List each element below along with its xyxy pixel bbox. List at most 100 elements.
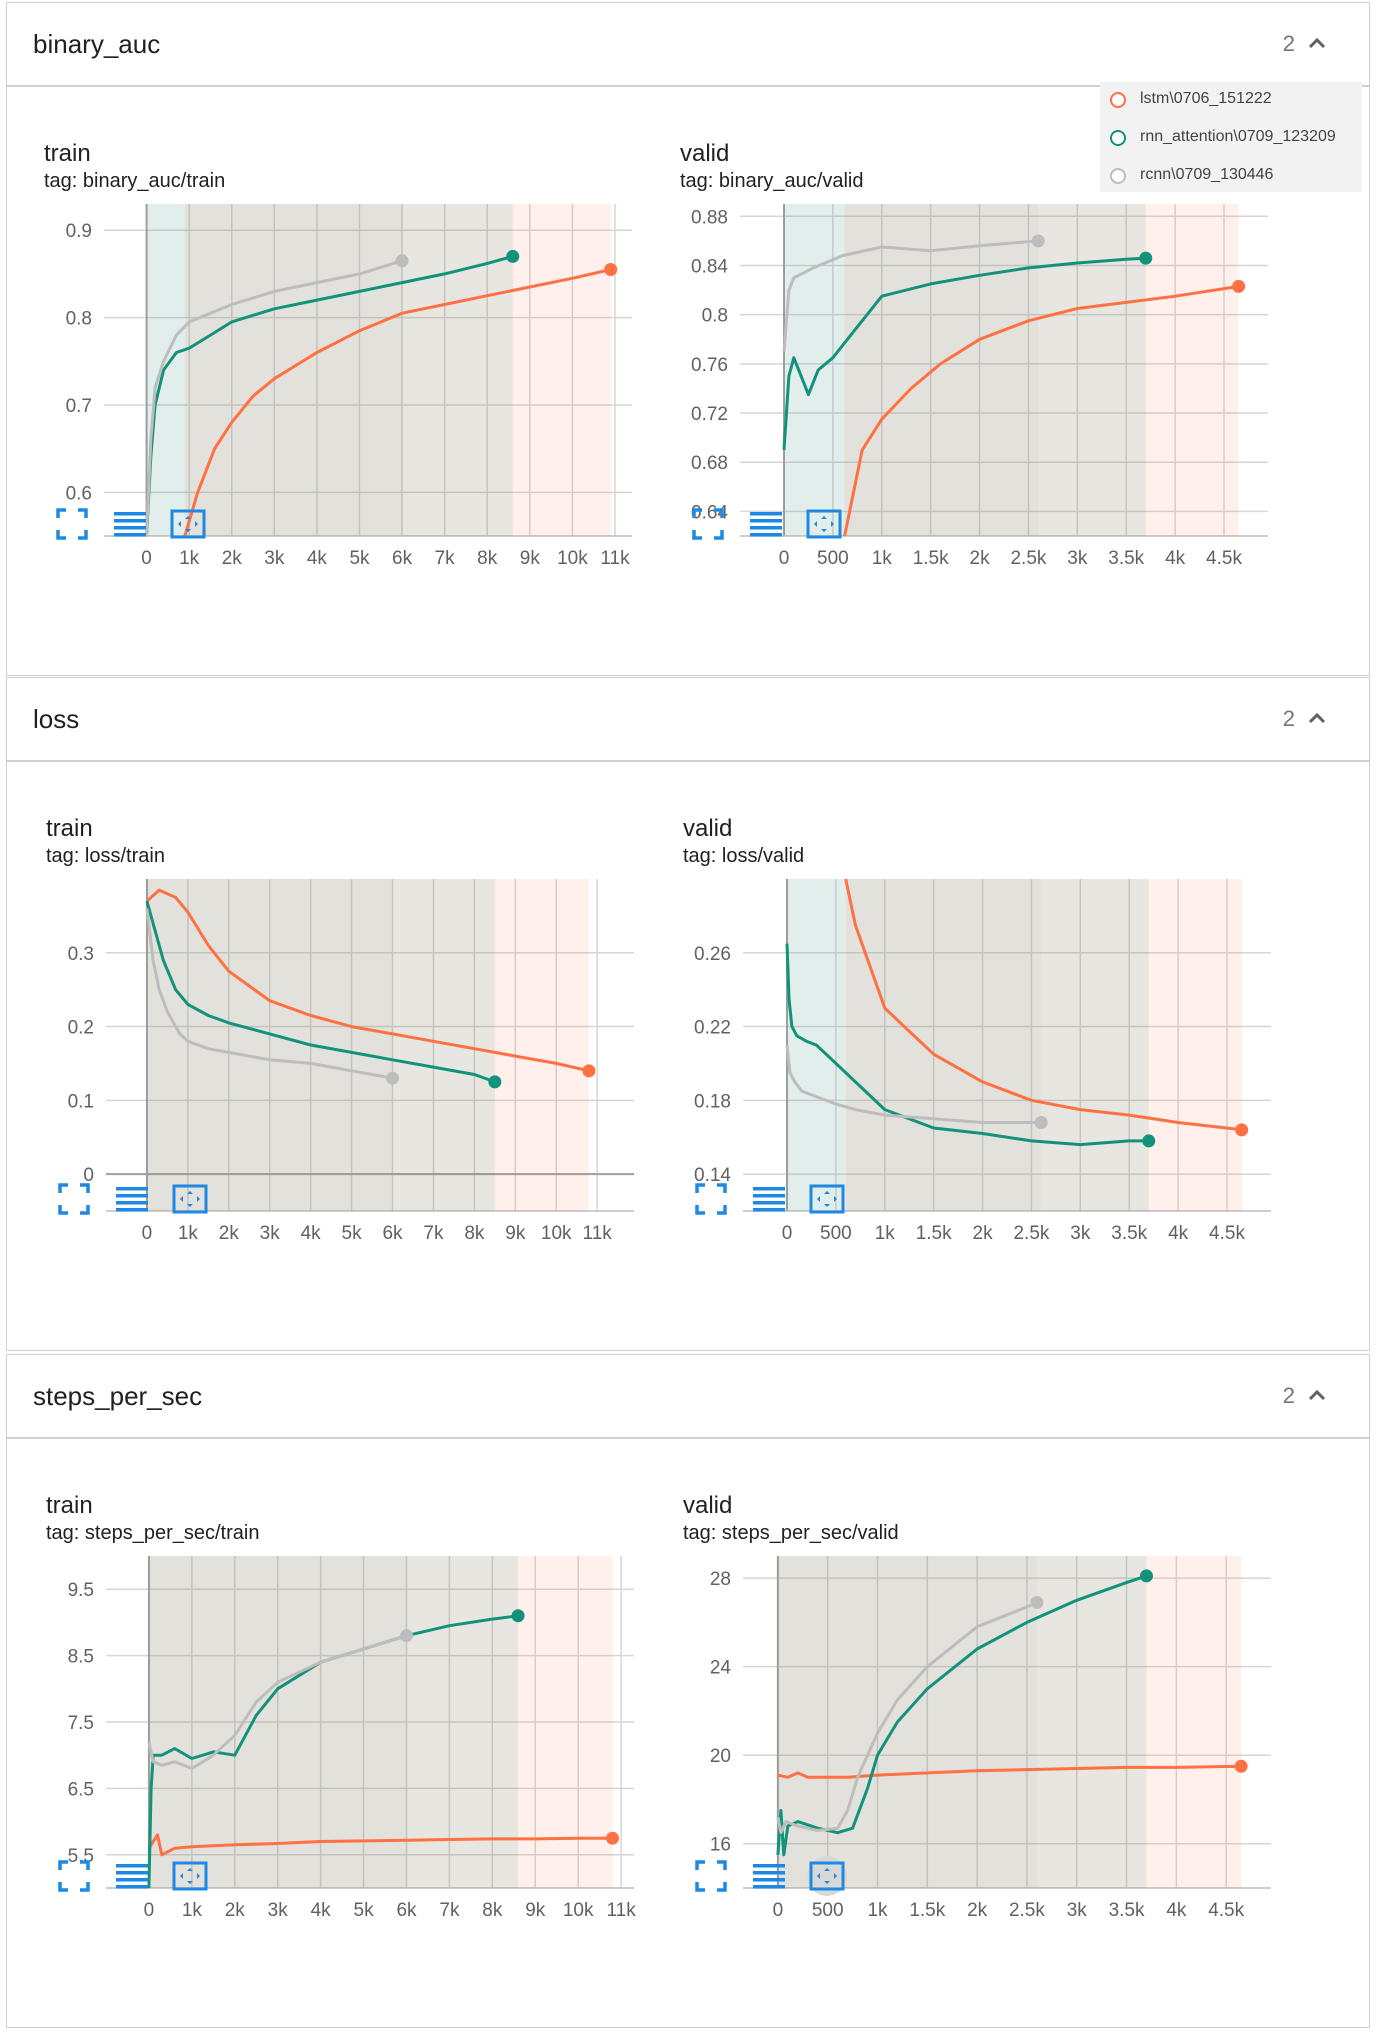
fit-domain-icon[interactable] xyxy=(807,1856,847,1896)
series-line xyxy=(776,1601,1038,1835)
expand-icon[interactable] xyxy=(691,1179,731,1219)
series-noise-band xyxy=(784,204,1146,536)
section-count: 2 xyxy=(1282,31,1295,56)
chevron-up-icon[interactable] xyxy=(1307,33,1327,53)
series-line xyxy=(844,878,1242,1132)
series-noise-band xyxy=(777,1556,1242,1888)
section-title: steps_per_sec xyxy=(33,1381,203,1411)
y-tick-label: 0.9 xyxy=(66,221,92,242)
list-lines-icon[interactable] xyxy=(112,1179,152,1219)
expand-icon[interactable] xyxy=(52,504,92,544)
run-legend: lstm\0706_151222 rnn_attention\0709_1232… xyxy=(1100,82,1362,192)
series-line xyxy=(843,284,1239,537)
x-tick-label: 2k xyxy=(225,1900,246,1918)
y-tick-label: 0.8 xyxy=(66,309,92,330)
x-tick-label: 500 xyxy=(812,1900,844,1918)
x-tick-label: 1k xyxy=(867,1900,888,1918)
chevron-up-icon[interactable] xyxy=(1307,1385,1327,1405)
expand-icon[interactable] xyxy=(54,1179,94,1219)
fit-domain-icon[interactable] xyxy=(170,1856,210,1896)
chart-svg: 0 1k 2k 3k 4k 5k 6k 7k 8k 9k 10k 11k 0 0.1 0.2 0.3 xyxy=(68,879,634,1241)
series-endpoint xyxy=(386,1071,400,1085)
section-title: loss xyxy=(33,704,80,734)
series-noise-band xyxy=(146,879,495,1211)
legend-label: rcnn\0709_130446 xyxy=(1140,166,1274,183)
x-tick-label: 4k xyxy=(1165,548,1186,566)
x-tick-label: 4k xyxy=(301,1223,322,1241)
list-lines-icon[interactable] xyxy=(749,1179,789,1219)
section-header[interactable]: loss 2 xyxy=(6,677,1370,761)
fit-domain-icon[interactable] xyxy=(807,1179,847,1219)
series-line xyxy=(145,908,393,1080)
x-tick-label: 7k xyxy=(439,1900,460,1918)
fit-domain-icon[interactable] xyxy=(168,504,208,544)
series-endpoint xyxy=(1234,1759,1248,1773)
x-tick-label: 4k xyxy=(311,1900,332,1918)
section-count: 2 xyxy=(1282,1383,1295,1408)
x-tick-label: 2k xyxy=(219,1223,240,1241)
chart-loss-valid: valid tag: loss/valid 0 500 1k 1.5k 2k 2.5k 3k… xyxy=(643,771,1283,1241)
x-tick-label: 4k xyxy=(1166,1900,1187,1918)
section-title: binary_auc xyxy=(33,29,161,59)
chart-svg: 0 500 1k 1.5k 2k 2.5k 3k 3.5k 4k 4.5k 16 20 24 28 xyxy=(710,1556,1271,1918)
chart-svg: 0 500 1k 1.5k 2k 2.5k 3k 3.5k 4k 4.5k 0.14 0.18 0.22… xyxy=(694,878,1271,1241)
fit-domain-icon[interactable] xyxy=(170,1179,210,1219)
list-lines-icon[interactable] xyxy=(746,504,786,544)
expand-icon[interactable] xyxy=(54,1856,94,1896)
x-tick-label: 6k xyxy=(396,1900,417,1918)
series-noise-band xyxy=(784,204,1039,536)
series-endpoint xyxy=(395,254,409,268)
series-noise-band xyxy=(146,879,393,1211)
chart-tag: tag: loss/valid xyxy=(683,845,805,867)
y-tick-label: 0.3 xyxy=(68,944,94,965)
chart-tag: tag: steps_per_sec/train xyxy=(46,1522,260,1544)
series-endpoint xyxy=(511,1609,525,1623)
x-tick-label: 4.5k xyxy=(1208,1900,1244,1918)
series-endpoint xyxy=(606,1831,620,1845)
chart-binary-auc-valid: valid tag: binary_auc/valid 0 500 1k 1.5k 2k… xyxy=(640,96,1280,566)
x-tick-label: 8k xyxy=(482,1900,503,1918)
x-tick-label: 7k xyxy=(435,548,456,566)
chart-tag: tag: steps_per_sec/valid xyxy=(683,1522,899,1544)
section-header[interactable]: steps_per_sec 2 xyxy=(6,1354,1370,1438)
y-tick-label: 6.5 xyxy=(68,1779,94,1800)
expand-icon[interactable] xyxy=(688,504,728,544)
chart-steps-per-sec-valid: valid tag: steps_per_sec/valid 0 500 1k 1.5… xyxy=(643,1448,1283,1918)
series-endpoint xyxy=(1142,1134,1156,1148)
expand-icon[interactable] xyxy=(691,1856,731,1896)
x-tick-label: 4k xyxy=(307,548,328,566)
x-tick-label: 1k xyxy=(178,1223,199,1241)
x-tick-label: 5k xyxy=(342,1223,363,1241)
x-tick-label: 8k xyxy=(464,1223,485,1241)
x-tick-label: 3k xyxy=(1067,1900,1088,1918)
y-tick-label: 0.88 xyxy=(691,207,728,228)
x-tick-label: 3k xyxy=(268,1900,289,1918)
x-tick-label: 2k xyxy=(970,548,991,566)
series-noise-band xyxy=(787,879,1042,1211)
chart-tag: tag: binary_auc/valid xyxy=(680,170,864,192)
y-tick-label: 0.72 xyxy=(691,404,728,425)
series-line xyxy=(183,268,612,537)
chart-title: train xyxy=(46,1492,93,1519)
series-endpoint xyxy=(399,1629,413,1643)
list-lines-icon[interactable] xyxy=(110,504,150,544)
y-tick-label: 0.7 xyxy=(66,396,92,417)
x-tick-label: 3k xyxy=(1067,548,1088,566)
y-tick-label: 9.5 xyxy=(68,1580,94,1601)
series-endpoint xyxy=(488,1075,502,1089)
series-line xyxy=(782,256,1146,450)
fit-domain-icon[interactable] xyxy=(804,504,844,544)
series-noise-band xyxy=(787,879,1149,1211)
list-lines-icon[interactable] xyxy=(112,1856,152,1896)
series-line xyxy=(785,1044,1042,1124)
x-tick-label: 2k xyxy=(973,1223,994,1241)
section-header[interactable]: binary_auc 2 xyxy=(6,2,1370,86)
x-tick-label: 11k xyxy=(600,548,630,566)
x-tick-label: 3.5k xyxy=(1111,1223,1147,1241)
series-endpoint xyxy=(1030,1595,1044,1609)
x-tick-label: 2.5k xyxy=(1009,1900,1045,1918)
chevron-up-icon[interactable] xyxy=(1307,708,1327,728)
chart-tag: tag: binary_auc/train xyxy=(44,170,226,192)
list-lines-icon[interactable] xyxy=(749,1856,789,1896)
x-tick-label: 3.5k xyxy=(1109,1900,1145,1918)
